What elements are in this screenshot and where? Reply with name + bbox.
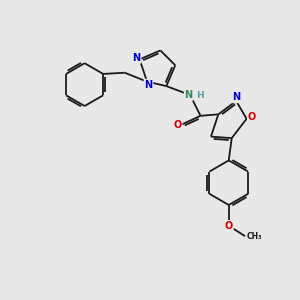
Text: O: O — [173, 120, 182, 130]
Text: N: N — [145, 80, 153, 90]
Text: H: H — [196, 91, 203, 100]
Text: O: O — [248, 112, 256, 122]
Text: CH₃: CH₃ — [247, 232, 262, 241]
Text: N: N — [232, 92, 240, 102]
Text: N: N — [184, 90, 193, 100]
Text: O: O — [225, 221, 233, 231]
Text: N: N — [133, 53, 141, 63]
